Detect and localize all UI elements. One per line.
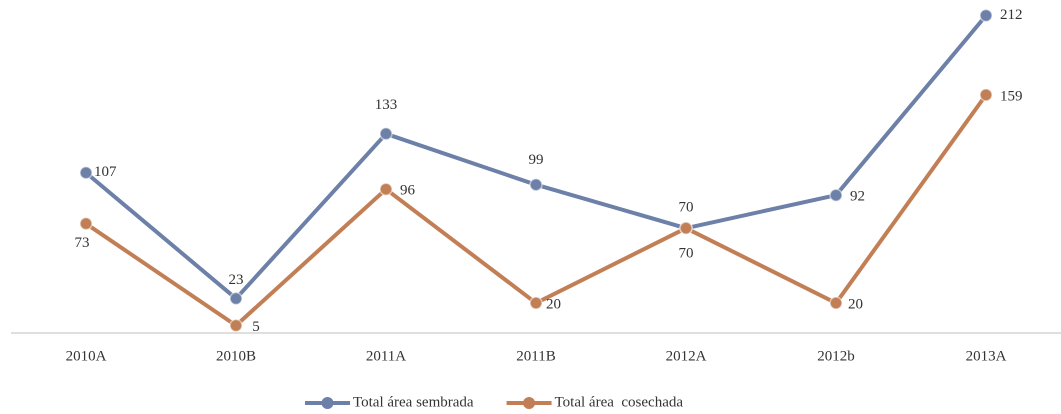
marker [379, 127, 393, 141]
marker [679, 221, 693, 235]
data-label: 107 [94, 164, 117, 180]
legend-label: Total área sembrada [353, 394, 474, 410]
x-tick-label: 2012b [817, 348, 855, 364]
legend-marker [523, 397, 536, 409]
data-label: 70 [679, 200, 694, 216]
x-tick-label: 2012A [666, 348, 707, 364]
data-label: 20 [546, 296, 561, 312]
legend-item: Total área cosechada [506, 394, 684, 410]
x-tick-label: 2011B [516, 348, 555, 364]
data-label: 99 [529, 152, 544, 168]
marker [979, 88, 993, 102]
marker [979, 8, 993, 23]
marker [229, 291, 243, 306]
x-tick-label: 2010A [66, 348, 107, 364]
data-label: 133 [375, 97, 398, 113]
data-label: 70 [679, 246, 694, 262]
marker [829, 296, 843, 310]
data-label: 73 [75, 235, 90, 251]
data-label: 5 [252, 319, 260, 335]
marker [829, 188, 843, 202]
marker [379, 182, 393, 196]
data-label: 23 [229, 272, 244, 288]
x-tick-label: 2010B [216, 348, 256, 364]
legend-label: Total área cosechada [555, 394, 684, 410]
marker [229, 318, 243, 333]
data-label: 96 [400, 183, 416, 199]
data-label: 159 [1000, 88, 1023, 104]
marker [529, 177, 543, 192]
marker [79, 165, 93, 180]
data-label: 20 [848, 296, 863, 312]
marker [79, 216, 93, 231]
legend-item: Total área sembrada [305, 394, 474, 410]
data-label: 212 [1000, 7, 1023, 23]
data-label: 92 [850, 189, 865, 205]
x-tick-label: 2011A [366, 348, 406, 364]
series-line [84, 93, 988, 328]
marker [529, 296, 543, 310]
legend-marker [321, 397, 334, 409]
x-tick-label: 2013A [966, 348, 1007, 364]
